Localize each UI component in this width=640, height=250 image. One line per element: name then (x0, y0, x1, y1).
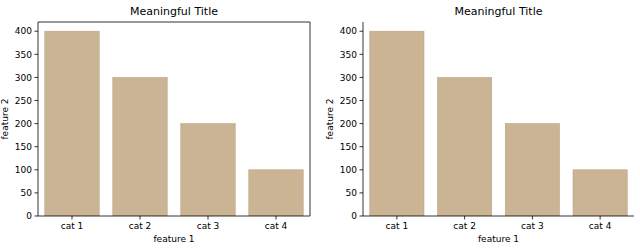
x-axis-label: feature 1 (478, 234, 519, 244)
bar (181, 124, 235, 216)
y-tick-label: 100 (340, 165, 357, 175)
y-tick (360, 146, 364, 147)
spine (363, 22, 364, 216)
y-tick-label: 300 (15, 73, 32, 83)
y-tick-label: 300 (340, 73, 357, 83)
y-tick (360, 169, 364, 170)
bars (370, 31, 627, 216)
y-tick-label: 100 (15, 165, 32, 175)
x-tick (532, 216, 533, 220)
x-tick-label: cat 4 (589, 221, 612, 231)
spine (363, 216, 634, 217)
x-tick-label: cat 4 (265, 221, 288, 231)
y-tick (360, 31, 364, 32)
y-tick (360, 100, 364, 101)
y-tick (35, 54, 39, 55)
y-tick (35, 100, 39, 101)
bar (573, 170, 627, 216)
y-tick (360, 77, 364, 78)
y-tick (35, 192, 39, 193)
y-tick (35, 216, 39, 217)
y-tick-label: 350 (15, 50, 32, 60)
y-axis-label: feature 2 (325, 98, 335, 139)
y-tick-label: 400 (340, 26, 357, 36)
x-tick-label: cat 3 (521, 221, 544, 231)
y-tick (35, 169, 39, 170)
spine (38, 22, 310, 23)
bar (249, 170, 303, 216)
y-tick-label: 0 (26, 211, 32, 221)
figure: 0 50 100 150 200 250 300 350 400 cat 1 cat 2 cat 3 c… (0, 0, 640, 250)
y-tick-label: 50 (346, 188, 358, 198)
y-tick-label: 200 (340, 119, 357, 129)
y-tick-label: 200 (15, 119, 32, 129)
bar (438, 77, 492, 216)
panel: 0 50 100 150 200 250 300 350 400 cat 1 cat 2 cat 3 c… (325, 5, 634, 244)
x-tick (72, 216, 73, 220)
bar (370, 31, 424, 216)
x-tick-label: cat 1 (386, 221, 409, 231)
y-tick (360, 54, 364, 55)
x-tick (140, 216, 141, 220)
y-tick (35, 123, 39, 124)
title: Meaningful Title (130, 5, 218, 18)
x-tick-label: cat 2 (453, 221, 476, 231)
spine (38, 22, 39, 216)
y-axis-label: feature 2 (0, 98, 10, 139)
y-tick-label: 400 (15, 26, 32, 36)
y-tick-label: 150 (340, 142, 357, 152)
bars (45, 31, 303, 216)
bar (45, 31, 99, 216)
y-tick-label: 250 (15, 96, 32, 106)
panel: 0 50 100 150 200 250 300 350 400 cat 1 cat 2 cat 3 c… (0, 5, 310, 244)
x-tick-label: cat 1 (61, 221, 84, 231)
y-tick (360, 216, 364, 217)
y-tick (35, 146, 39, 147)
y-tick-label: 350 (340, 50, 357, 60)
x-tick-label: cat 3 (197, 221, 220, 231)
bar (113, 77, 167, 216)
spine (310, 22, 311, 216)
x-tick (208, 216, 209, 220)
y-tick (360, 192, 364, 193)
title: Meaningful Title (455, 5, 543, 18)
y-tick-label: 50 (21, 188, 33, 198)
x-tick (600, 216, 601, 220)
y-tick-label: 150 (15, 142, 32, 152)
x-tick-label: cat 2 (129, 221, 152, 231)
x-tick (464, 216, 465, 220)
x-tick (396, 216, 397, 220)
y-tick (35, 77, 39, 78)
y-tick (35, 31, 39, 32)
x-tick (276, 216, 277, 220)
bar (505, 124, 559, 216)
y-tick-label: 250 (340, 96, 357, 106)
spine (38, 216, 310, 217)
y-tick-label: 0 (351, 211, 357, 221)
y-tick (360, 123, 364, 124)
x-axis-label: feature 1 (153, 234, 194, 244)
